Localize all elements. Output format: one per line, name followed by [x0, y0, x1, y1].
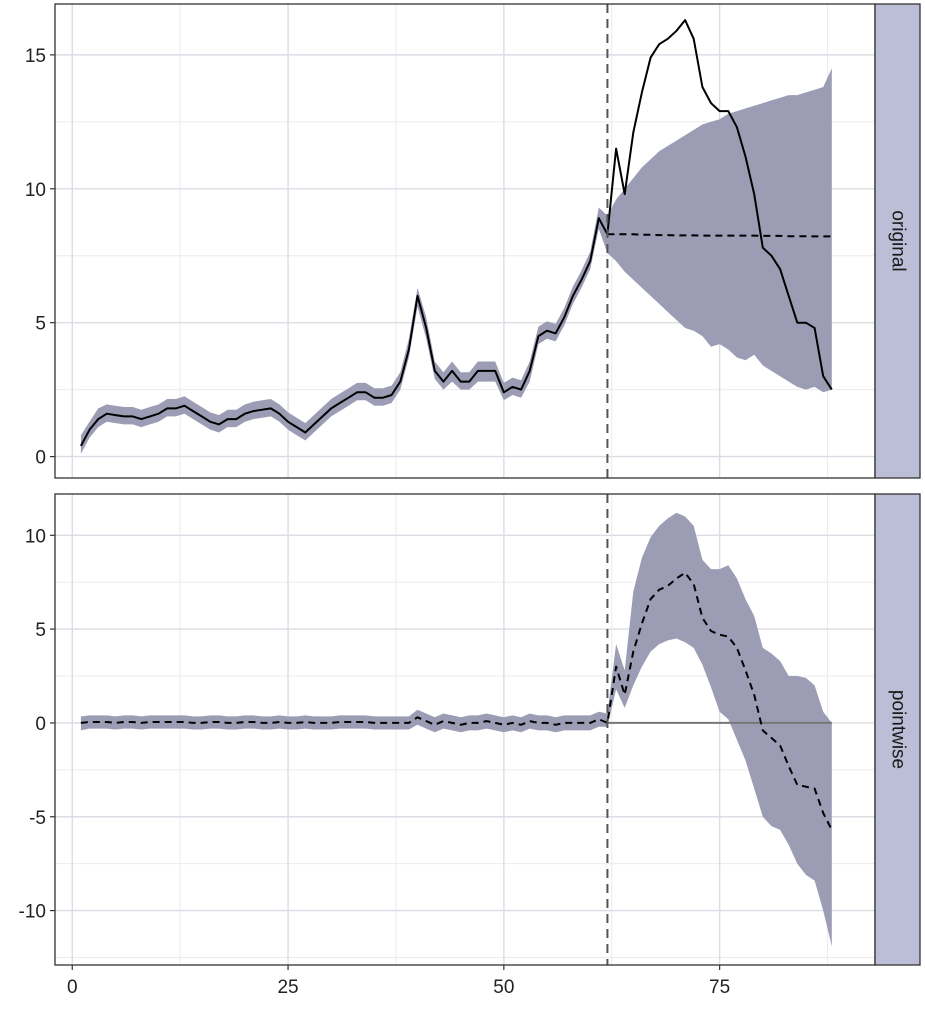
panel-pointwise: -10 -5 0 5 10 pointwise	[19, 493, 921, 966]
series-line-predicted	[607, 233, 832, 238]
y-tick-label: -10	[19, 902, 46, 923]
y-tick-label: 0	[35, 714, 46, 735]
series-line-pointwise	[80, 571, 833, 831]
x-tick-label: 75	[709, 977, 730, 998]
x-tick-label: 50	[493, 977, 514, 998]
confidence-band	[80, 512, 832, 947]
x-tick-label: 0	[67, 977, 78, 998]
y-tick-label: 0	[35, 448, 46, 469]
y-tick-label: -5	[29, 808, 46, 829]
panel-original: 0 5 10 15 original	[25, 3, 921, 479]
facet-strip-label: original	[887, 210, 908, 271]
facet-strip	[874, 3, 921, 479]
y-tick-label: 15	[25, 46, 46, 67]
y-tick-label: 10	[25, 180, 46, 201]
y-tick-label: 5	[35, 314, 46, 335]
facet-strip-label: pointwise	[887, 690, 908, 769]
x-tick-label: 25	[277, 977, 298, 998]
series-line-observed	[80, 19, 833, 447]
facet-strip	[874, 493, 921, 966]
y-tick-label: 10	[25, 526, 46, 547]
y-tick-label: 5	[35, 620, 46, 641]
